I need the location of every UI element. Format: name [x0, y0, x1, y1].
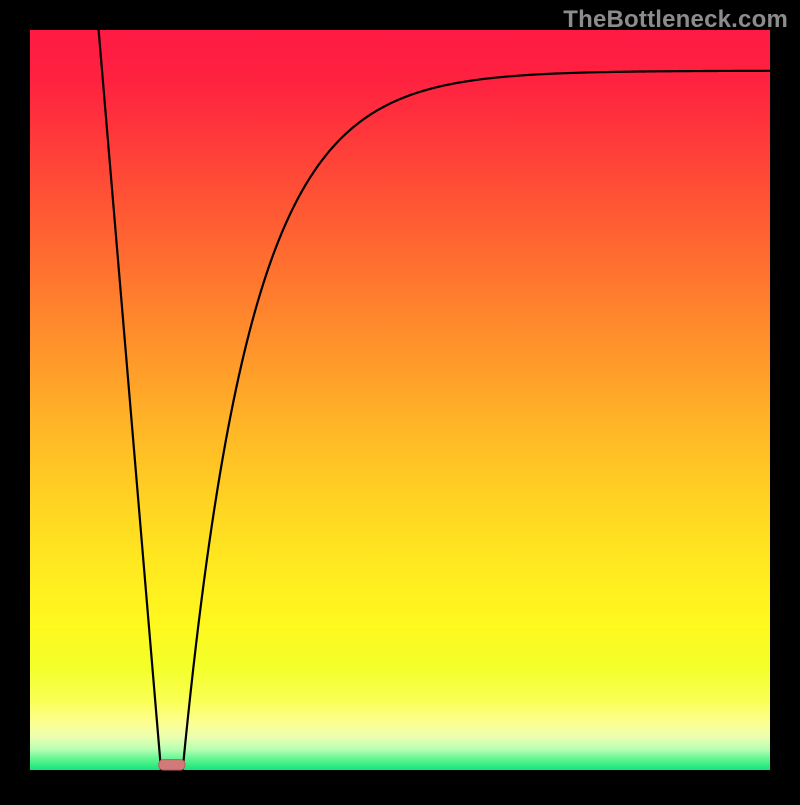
- watermark-text: TheBottleneck.com: [563, 6, 788, 34]
- chart-frame: TheBottleneck.com: [0, 0, 800, 800]
- bottleneck-chart: [0, 0, 800, 800]
- plot-background: [30, 30, 770, 770]
- optimal-range-marker: [159, 760, 185, 770]
